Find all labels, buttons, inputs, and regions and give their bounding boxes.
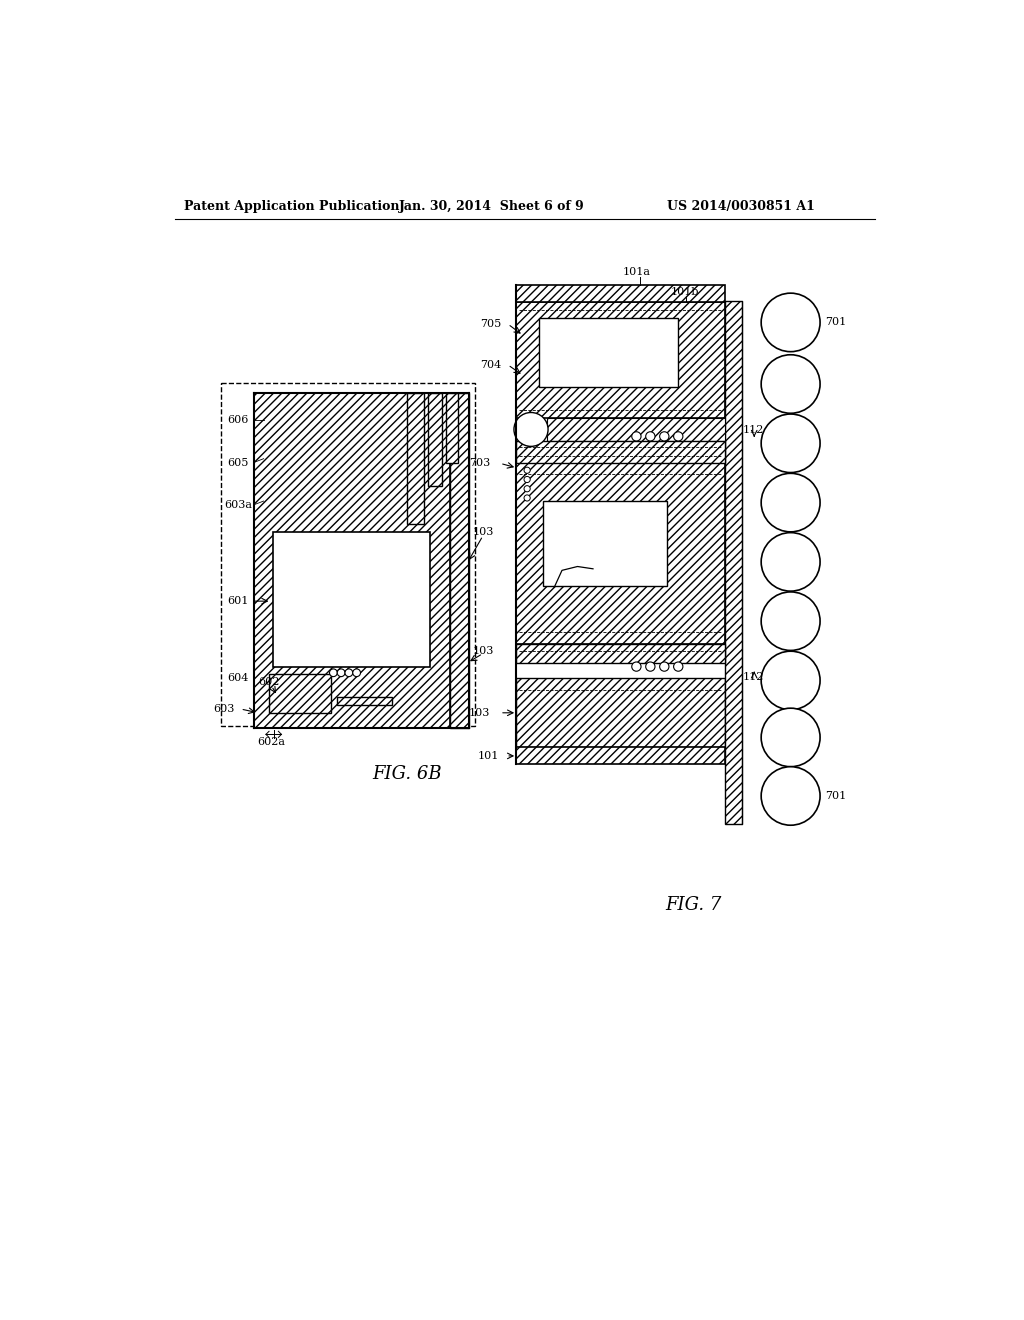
Text: 602: 602 xyxy=(258,677,280,686)
Text: 604: 604 xyxy=(227,673,249,684)
Text: 601: 601 xyxy=(227,597,249,606)
Circle shape xyxy=(646,432,655,441)
Bar xyxy=(445,393,458,462)
Text: 603a: 603a xyxy=(224,500,252,510)
Circle shape xyxy=(659,663,669,671)
Circle shape xyxy=(674,663,683,671)
Bar xyxy=(407,393,424,524)
Text: 101b: 101b xyxy=(671,286,699,297)
Circle shape xyxy=(330,669,337,677)
Circle shape xyxy=(761,533,820,591)
Circle shape xyxy=(646,663,655,671)
Circle shape xyxy=(761,414,820,473)
Bar xyxy=(515,678,725,747)
Text: 101: 101 xyxy=(477,751,499,760)
Bar xyxy=(725,301,741,825)
Text: 603: 603 xyxy=(213,704,234,714)
Bar xyxy=(515,747,725,764)
Bar xyxy=(547,418,725,441)
Circle shape xyxy=(352,669,360,677)
Circle shape xyxy=(761,591,820,651)
Circle shape xyxy=(337,669,345,677)
Text: 103: 103 xyxy=(473,527,495,537)
Text: Patent Application Publication: Patent Application Publication xyxy=(183,201,399,214)
Bar xyxy=(273,532,430,667)
Circle shape xyxy=(632,432,641,441)
Circle shape xyxy=(345,669,352,677)
Text: 701: 701 xyxy=(825,791,847,801)
Circle shape xyxy=(524,467,530,474)
Bar xyxy=(428,393,442,486)
Text: 605: 605 xyxy=(227,458,249,467)
Bar xyxy=(254,393,450,729)
Circle shape xyxy=(524,495,530,502)
Circle shape xyxy=(514,412,548,446)
Circle shape xyxy=(761,355,820,413)
Text: US 2014/0030851 A1: US 2014/0030851 A1 xyxy=(667,201,814,214)
Bar xyxy=(450,393,469,729)
Text: 112: 112 xyxy=(742,425,764,436)
Text: 606: 606 xyxy=(227,416,249,425)
Text: 103: 103 xyxy=(469,708,490,718)
Text: 103: 103 xyxy=(473,647,495,656)
Bar xyxy=(515,462,725,644)
Bar xyxy=(515,285,725,302)
Text: Jan. 30, 2014  Sheet 6 of 9: Jan. 30, 2014 Sheet 6 of 9 xyxy=(399,201,585,214)
Text: 704: 704 xyxy=(480,360,501,370)
Bar xyxy=(337,697,391,705)
Circle shape xyxy=(674,432,683,441)
Text: FIG. 7: FIG. 7 xyxy=(666,896,722,915)
Text: 112: 112 xyxy=(742,672,764,682)
Circle shape xyxy=(761,651,820,710)
Circle shape xyxy=(524,477,530,483)
Circle shape xyxy=(761,708,820,767)
Circle shape xyxy=(524,486,530,492)
Circle shape xyxy=(659,432,669,441)
Bar xyxy=(515,441,725,462)
Text: 705: 705 xyxy=(480,319,501,329)
Bar xyxy=(269,675,331,713)
Circle shape xyxy=(632,663,641,671)
Bar xyxy=(539,318,678,387)
Circle shape xyxy=(761,293,820,351)
Text: FIG. 6B: FIG. 6B xyxy=(372,766,441,783)
Text: 701: 701 xyxy=(825,317,847,327)
Text: 703: 703 xyxy=(469,458,490,469)
Bar xyxy=(515,302,725,418)
Bar xyxy=(543,502,667,586)
Bar xyxy=(221,383,475,726)
Circle shape xyxy=(761,767,820,825)
Circle shape xyxy=(761,474,820,532)
Text: 101a: 101a xyxy=(623,268,650,277)
Text: 602a: 602a xyxy=(257,737,286,747)
Bar xyxy=(515,644,725,663)
